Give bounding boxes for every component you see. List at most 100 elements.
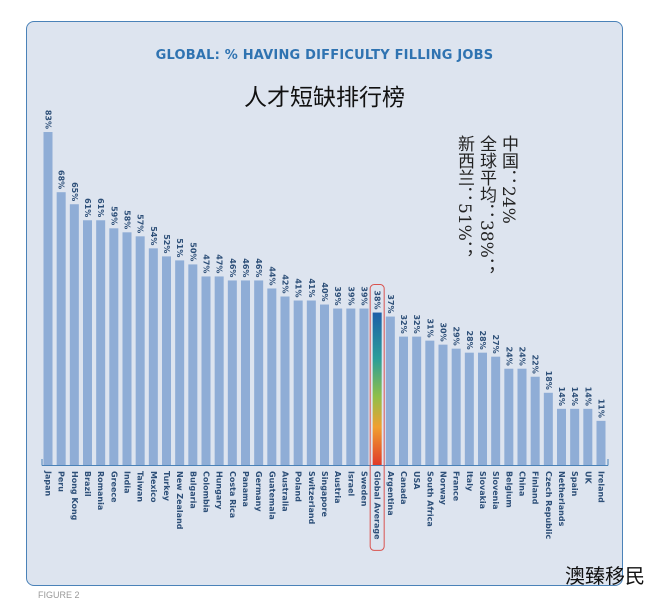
bar-turkey	[162, 256, 171, 465]
value-label: 14%	[557, 387, 566, 406]
value-label: 39%	[346, 286, 355, 305]
category-label: Slovenia	[491, 471, 500, 509]
bar-brazil	[83, 220, 92, 465]
category-label: Peru	[57, 471, 66, 492]
category-label: Slovakia	[478, 471, 487, 509]
category-label: Finland	[531, 471, 540, 505]
category-label: Bulgaria	[188, 471, 197, 509]
category-label: France	[452, 471, 461, 502]
figure-label: FIGURE 2	[38, 590, 80, 600]
value-label: 27%	[491, 335, 500, 354]
bar-guatemala	[267, 288, 277, 465]
bar-netherlands	[557, 408, 566, 465]
bar-uk	[583, 408, 593, 465]
bar-germany	[254, 280, 264, 465]
category-label: Germany	[254, 471, 263, 512]
bar-czech-republic	[543, 392, 553, 465]
bar-australia	[280, 296, 290, 465]
category-label: Hong Kong	[70, 471, 79, 521]
bar-canada	[399, 336, 408, 465]
bar-global-average	[372, 312, 382, 465]
value-label: 31%	[425, 318, 434, 337]
value-label: 14%	[583, 387, 592, 406]
value-label: 46%	[241, 258, 250, 277]
value-label: 32%	[399, 314, 408, 333]
bar-norway	[438, 344, 448, 465]
value-label: 39%	[333, 286, 342, 305]
value-label: 46%	[228, 258, 237, 277]
value-label: 47%	[215, 254, 224, 273]
category-label: Mexico	[149, 471, 158, 503]
category-label: Netherlands	[557, 471, 566, 527]
value-label: 40%	[320, 282, 329, 301]
category-label: Global Average	[373, 471, 382, 540]
value-label: 68%	[57, 170, 66, 189]
value-label: 47%	[202, 254, 211, 273]
category-label: Czech Republic	[544, 471, 553, 539]
bar-belgium	[504, 368, 514, 465]
bar-finland	[530, 376, 540, 465]
value-label: 11%	[597, 399, 606, 418]
category-label: Belgium	[504, 471, 513, 508]
category-label: South Africa	[425, 471, 434, 527]
bar-bulgaria	[188, 264, 198, 465]
category-label: India	[123, 471, 132, 494]
bar-panama	[241, 280, 250, 465]
value-label: 32%	[412, 314, 421, 333]
value-label: 65%	[70, 182, 79, 201]
bar-romania	[96, 220, 106, 465]
category-label: Taiwan	[136, 471, 145, 502]
bar-france	[451, 348, 461, 465]
category-label: China	[518, 471, 527, 496]
value-label: 28%	[478, 331, 487, 350]
category-label: UK	[583, 471, 592, 484]
value-label: 83%	[44, 110, 53, 129]
watermark: 澳臻移民	[565, 564, 645, 588]
annotation-line-global: 全球平均：38%；	[476, 135, 496, 275]
value-label: 38%	[373, 290, 382, 309]
category-label: Italy	[465, 471, 474, 492]
value-label: 41%	[294, 278, 303, 297]
bar-switzerland	[306, 300, 316, 465]
value-label: 61%	[83, 198, 92, 217]
value-label: 52%	[162, 234, 171, 253]
bar-usa	[412, 336, 422, 465]
category-label: Switzerland	[307, 471, 316, 525]
category-label: USA	[412, 471, 421, 490]
bar-new-zealand	[175, 260, 185, 465]
bar-spain	[570, 408, 580, 465]
category-label: Colombia	[202, 471, 211, 513]
value-label: 42%	[281, 274, 290, 293]
value-label: 41%	[307, 278, 316, 297]
category-label: Ireland	[597, 471, 606, 503]
annotation-line-china: 中国：24%	[498, 135, 518, 224]
value-label: 30%	[439, 322, 448, 341]
bar-japan	[43, 132, 53, 465]
value-label: 54%	[149, 226, 158, 245]
category-label: Hungary	[215, 471, 224, 510]
value-label: 29%	[452, 327, 461, 346]
category-label: Guatemala	[267, 471, 276, 520]
bar-poland	[293, 300, 303, 465]
bar-sweden	[359, 308, 369, 465]
bar-austria	[333, 308, 343, 465]
category-label: Singapore	[320, 471, 329, 517]
value-label: 18%	[544, 371, 553, 390]
bar-argentina	[385, 316, 395, 465]
chart-title: GLOBAL: % HAVING DIFFICULTY FILLING JOBS	[155, 48, 494, 63]
highlight-outline	[369, 284, 385, 551]
category-label: Austria	[333, 471, 342, 504]
bar-slovenia	[491, 356, 501, 465]
bar-singapore	[320, 304, 329, 465]
annotation-line-nz: 新西兰：51%；	[454, 135, 474, 258]
bar-south-africa	[425, 340, 435, 465]
value-label: 58%	[123, 210, 132, 229]
bar-china	[517, 368, 527, 465]
category-label: Panama	[241, 471, 250, 507]
bar-colombia	[201, 276, 211, 465]
bar-peru	[56, 192, 66, 465]
category-label: Canada	[399, 471, 408, 505]
category-label: New Zealand	[175, 471, 184, 530]
value-label: 28%	[465, 331, 474, 350]
